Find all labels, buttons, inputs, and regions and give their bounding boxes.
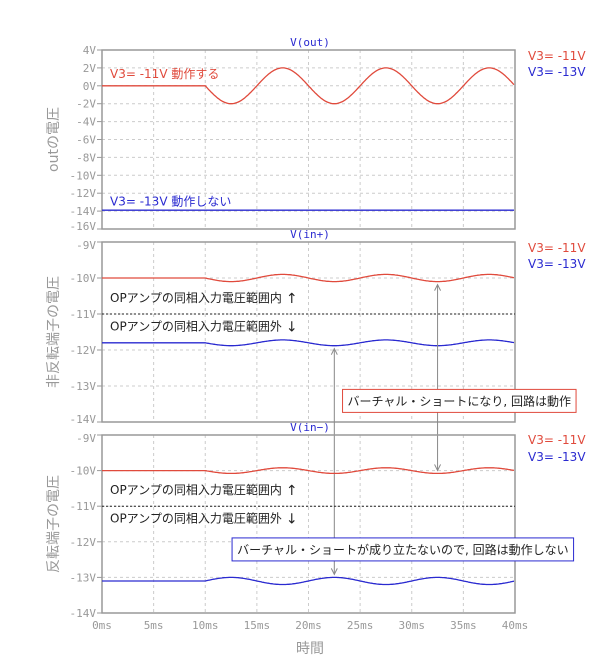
series-line-v3-11v	[102, 273, 515, 283]
y-tick-label: -6V	[76, 134, 96, 147]
arrow-down-icon	[434, 464, 442, 472]
plot-frame	[101, 434, 516, 614]
annotation-text: バーチャル・ショートが成り立たないので, 回路は動作しない	[237, 542, 569, 557]
y-tick-label: 0V	[83, 80, 97, 93]
annotation-text: OPアンプの同相入力電圧範囲外	[110, 319, 282, 334]
x-tick-label: 30ms	[399, 619, 426, 632]
x-tick-label: 10ms	[192, 619, 219, 632]
x-tick-label: 15ms	[244, 619, 271, 632]
annotation-text: V3= -13V 動作しない	[110, 194, 231, 208]
plot-2: -9V -10V -11V -12V -13V -14V V(in+) 非反転端子の電圧 V3=…	[46, 228, 586, 426]
plot-title: V(out)	[290, 36, 330, 49]
y-axis-label: outの電圧	[46, 107, 62, 172]
y-tick-label: -9V	[76, 432, 96, 445]
arrow-down-icon: ↓	[286, 512, 298, 528]
legend-entry: V3= -13V	[528, 257, 586, 271]
x-tick-label: 25ms	[347, 619, 374, 632]
arrow-up-icon: ↑	[286, 483, 298, 499]
annotation-text: OPアンプの同相入力電圧範囲内	[110, 482, 282, 497]
annotation-text: V3= -11V 動作する	[110, 67, 219, 81]
y-tick-label: -12V	[70, 187, 97, 200]
y-tick-label: -8V	[76, 151, 96, 164]
y-tick-label: -12V	[70, 344, 97, 357]
arrow-up-icon: ↑	[286, 291, 298, 307]
y-tick-label: -10V	[70, 169, 97, 182]
series-line-v3-13v	[102, 339, 515, 347]
plot-title: V(in+)	[290, 228, 330, 241]
plot-frame	[101, 49, 516, 230]
series-line-v3-11v	[102, 467, 515, 475]
pointer-arrow	[330, 347, 338, 576]
x-axis-label: 時間	[296, 641, 324, 657]
y-tick-label: -9V	[76, 239, 96, 252]
arrow-up-icon	[330, 347, 338, 355]
y-axis-label: 反転端子の電圧	[46, 475, 62, 573]
arrow-up-icon	[434, 283, 442, 291]
y-tick-label: -11V	[70, 500, 97, 513]
y-tick-label: -10V	[70, 465, 97, 478]
x-tick-label: 35ms	[450, 619, 477, 632]
pointer-arrow	[434, 283, 442, 472]
annotation-text: バーチャル・ショートになり, 回路は動作	[348, 393, 572, 408]
y-tick-label: -16V	[70, 220, 97, 233]
y-tick-label: -14V	[70, 413, 97, 426]
series-line-v3-13v	[102, 576, 515, 586]
legend-entry: V3= -11V	[528, 241, 586, 255]
plot-1: 4V 2V 0V -2V -4V -6V -8V -10V -12V -14V -16V V(out)…	[46, 36, 586, 233]
y-tick-label: 2V	[83, 62, 97, 75]
arrow-down-icon: ↓	[286, 320, 298, 336]
annotation-text: OPアンプの同相入力電圧範囲内	[110, 290, 282, 305]
x-tick-label: 40ms	[502, 619, 529, 632]
plot-title: V(in−)	[290, 421, 330, 434]
x-tick-label: 0ms	[92, 619, 112, 632]
legend-entry: V3= -11V	[528, 433, 586, 447]
y-tick-label: -11V	[70, 308, 97, 321]
y-tick-label: -4V	[76, 116, 96, 129]
x-tick-label: 5ms	[144, 619, 164, 632]
plot-3: -9V -10V -11V -12V -13V -14V V(in−) 反転端子の電圧 V3= …	[46, 421, 586, 657]
y-tick-label: -10V	[70, 272, 97, 285]
annotation-box	[342, 388, 577, 413]
legend-entry: V3= -11V	[528, 49, 586, 63]
y-tick-label: 4V	[83, 44, 97, 57]
y-tick-label: -13V	[70, 380, 97, 393]
series-line-v3-11v	[102, 67, 515, 105]
plot-frame	[101, 241, 516, 423]
y-tick-label: -2V	[76, 98, 96, 111]
y-axis-label: 非反転端子の電圧	[46, 276, 62, 388]
y-tick-label: -14V	[70, 607, 97, 620]
y-tick-label: -13V	[70, 571, 97, 584]
legend-entry: V3= -13V	[528, 450, 586, 464]
annotation-box	[231, 537, 575, 562]
legend-entry: V3= -13V	[528, 65, 586, 79]
y-tick-label: -14V	[70, 205, 97, 218]
y-tick-label: -12V	[70, 536, 97, 549]
arrow-down-icon	[330, 568, 338, 576]
x-tick-label: 20ms	[295, 619, 322, 632]
annotation-text: OPアンプの同相入力電圧範囲外	[110, 511, 282, 526]
